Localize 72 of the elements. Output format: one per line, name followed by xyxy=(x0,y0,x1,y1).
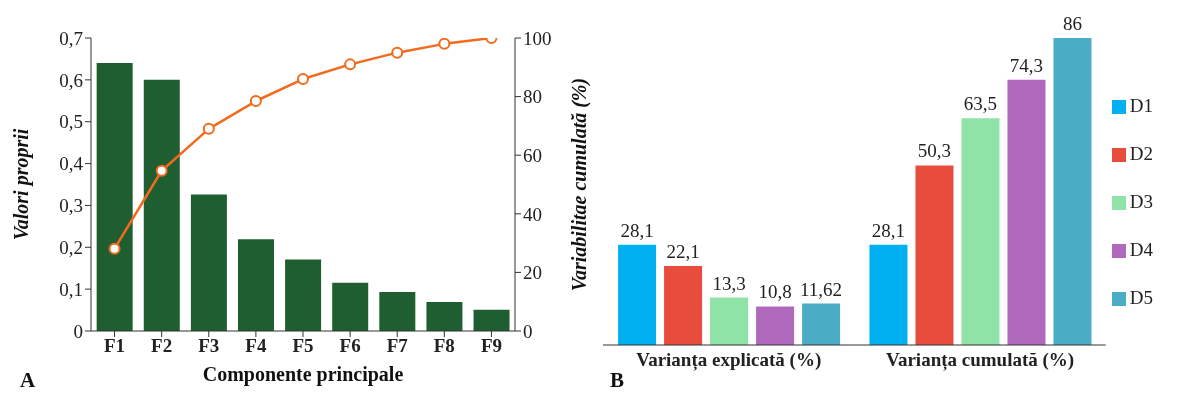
data-label: 86 xyxy=(1062,13,1082,34)
data-label: 28,1 xyxy=(871,219,906,241)
point xyxy=(297,73,309,86)
y2-tick-label: 60 xyxy=(523,144,542,166)
x-tick-label: F5 xyxy=(292,335,314,357)
bar xyxy=(1053,38,1092,345)
legend-label: D2 xyxy=(1129,142,1153,164)
y2-tick-label: 100 xyxy=(523,27,552,49)
x-tick-label: Varianța cumulată (%) xyxy=(885,349,1075,372)
data-label: 13,3 xyxy=(712,272,746,294)
x-tick-label: F1 xyxy=(104,335,126,357)
point xyxy=(344,58,357,71)
point xyxy=(202,122,215,135)
y-tick-label: 0,6 xyxy=(59,69,83,91)
bar xyxy=(426,302,463,331)
y-tick-label: 0,3 xyxy=(59,195,83,217)
bar xyxy=(802,303,841,345)
bar xyxy=(869,244,908,345)
bar xyxy=(143,79,180,331)
data-label: 10,8 xyxy=(758,281,792,303)
data-label: 22,1 xyxy=(666,241,700,263)
x-tick-label: F4 xyxy=(245,335,267,357)
y-tick-label: 0,7 xyxy=(59,27,83,49)
bar xyxy=(756,306,795,345)
bar xyxy=(332,282,369,331)
y-tick-label: 0,5 xyxy=(59,111,83,133)
y-tick-label: 0,4 xyxy=(59,153,84,175)
point xyxy=(155,164,168,177)
point xyxy=(249,95,262,107)
legend-label: D4 xyxy=(1129,238,1153,260)
x-tick-label: F8 xyxy=(433,335,455,357)
point xyxy=(391,46,404,59)
bar xyxy=(96,63,133,331)
x-tick-label: F3 xyxy=(198,335,220,357)
x-tick-label: F2 xyxy=(151,335,173,357)
bar xyxy=(961,118,1000,345)
bar xyxy=(710,297,749,345)
data-label: 28,1 xyxy=(620,219,654,241)
y2-axis-title: Variabilitae cumulată (%) xyxy=(568,77,592,292)
y2-tick-label: 80 xyxy=(523,86,542,108)
point xyxy=(108,242,121,255)
bar xyxy=(618,244,657,345)
data-label: 11,62 xyxy=(800,278,843,300)
data-label: 63,5 xyxy=(963,93,998,115)
bar xyxy=(190,194,227,331)
x-tick-label: F7 xyxy=(386,335,409,357)
x-tick-label: F9 xyxy=(480,335,502,357)
bar xyxy=(473,309,510,331)
x-tick-label: F6 xyxy=(339,335,361,357)
text: B xyxy=(610,368,625,393)
y2-tick-label: 20 xyxy=(523,262,542,284)
bar xyxy=(915,165,954,345)
text: A xyxy=(20,368,36,393)
bar xyxy=(1007,79,1046,345)
bar xyxy=(379,292,416,331)
y-tick-label: 0 xyxy=(73,320,83,342)
data-label: 74,3 xyxy=(1009,54,1044,76)
y2-tick-label: 40 xyxy=(523,203,542,225)
y-axis-title: Valori proprii xyxy=(10,128,34,241)
legend-label: D5 xyxy=(1129,286,1153,308)
bar xyxy=(237,239,274,331)
y2-tick-label: 0 xyxy=(523,320,533,342)
bar xyxy=(285,259,322,331)
y-tick-label: 0,1 xyxy=(59,278,83,300)
point xyxy=(438,38,451,50)
legend-label: D3 xyxy=(1129,190,1153,212)
legend-label: D1 xyxy=(1129,94,1153,116)
x-tick-label: Varianța explicată (%) xyxy=(636,349,822,372)
data-label: 50,3 xyxy=(917,140,952,162)
x-axis-title: Componente principale xyxy=(202,363,404,386)
bar xyxy=(664,266,703,345)
y-tick-label: 0,2 xyxy=(59,237,83,259)
